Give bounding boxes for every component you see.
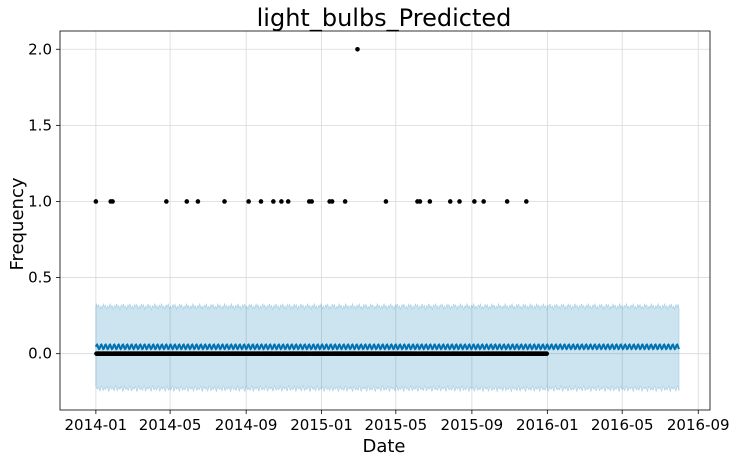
y-tick-label: 1.0 xyxy=(28,192,52,210)
x-tick-label: 2015-09 xyxy=(441,416,504,434)
observed-point xyxy=(246,199,251,204)
x-tick-label: 2014-01 xyxy=(65,416,128,434)
observed-point xyxy=(279,199,284,204)
observed-point xyxy=(285,199,291,204)
observed-point xyxy=(524,199,529,204)
y-tick-label: 1.5 xyxy=(28,116,52,134)
y-axis-label: Frequency xyxy=(7,177,28,270)
observed-point xyxy=(195,199,201,204)
forecast-line xyxy=(94,343,680,351)
observed-point xyxy=(222,199,227,204)
x-tick-label: 2015-01 xyxy=(290,416,353,434)
observed-point xyxy=(110,199,115,204)
observed-point xyxy=(504,199,510,204)
observed-point xyxy=(481,199,486,204)
observed-point xyxy=(472,199,477,204)
x-tick-label: 2014-09 xyxy=(215,416,278,434)
observed-point xyxy=(457,199,462,204)
x-axis-ticks: 2014-01 2014-05 2014-09 2015-01 2015-05 2015-… xyxy=(65,410,730,434)
observed-point xyxy=(447,199,453,204)
y-axis-ticks: 0.0 0.5 1.0 1.5 2.0 xyxy=(28,40,60,363)
x-tick-label: 2016-05 xyxy=(591,416,654,434)
x-tick-label: 2015-05 xyxy=(364,416,427,434)
observed-point xyxy=(383,199,389,204)
observed-point xyxy=(309,199,315,204)
observed-point xyxy=(329,199,335,204)
y-tick-label: 0.0 xyxy=(28,345,52,363)
x-tick-label: 2016-01 xyxy=(516,416,579,434)
observed-point xyxy=(355,46,360,52)
observed-point xyxy=(271,199,276,204)
y-tick-label: 0.5 xyxy=(28,269,52,287)
x-axis-label: Date xyxy=(362,436,405,457)
x-tick-label: 2014-05 xyxy=(139,416,202,434)
observed-point xyxy=(184,199,190,204)
observed-point xyxy=(342,199,348,204)
forecast-trend-line xyxy=(94,343,680,351)
observed-point xyxy=(544,351,550,356)
observed-point xyxy=(417,199,423,204)
chart-title: light_bulbs_Predicted xyxy=(257,4,512,32)
observed-point xyxy=(258,199,264,204)
observed-points xyxy=(93,46,550,356)
observed-point xyxy=(164,199,169,204)
y-tick-label: 2.0 xyxy=(28,40,52,58)
observed-point xyxy=(427,199,433,204)
plot-frame xyxy=(59,30,711,411)
observed-point xyxy=(93,199,99,204)
x-tick-label: 2016-09 xyxy=(667,416,730,434)
